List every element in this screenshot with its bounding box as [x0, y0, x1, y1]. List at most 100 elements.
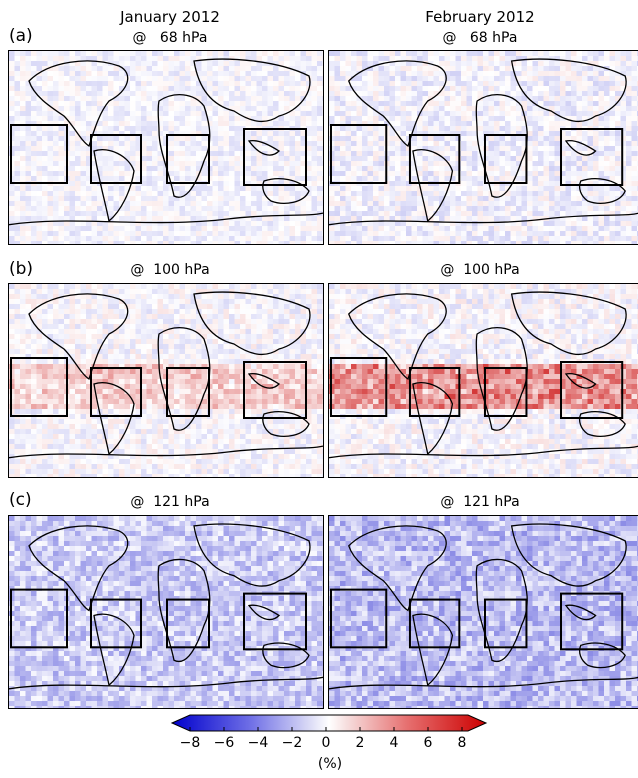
antarctica-coast — [329, 212, 638, 226]
region-box — [166, 367, 210, 417]
continent-outline — [510, 523, 627, 587]
antarctica-coast — [329, 445, 638, 459]
continent-outline — [193, 58, 311, 123]
antarctica-coast — [329, 676, 638, 690]
column-month-january: January 2012 — [120, 8, 220, 26]
continent-outline — [348, 525, 447, 612]
pressure-label-a-jan: @ 68 hPa — [132, 30, 208, 46]
map-canvas — [329, 284, 638, 477]
region-box — [408, 598, 461, 649]
antarctica-coast — [9, 676, 323, 690]
continent-outline — [93, 149, 135, 223]
continent-outline — [28, 293, 129, 380]
column-title-february: February 2012 — [390, 8, 570, 27]
continent-outline — [93, 613, 135, 687]
continent-outline — [157, 327, 211, 431]
continent-outline — [247, 373, 281, 389]
pressure-label-c-jan: @ 121 hPa — [130, 494, 210, 510]
colorbar-bar — [170, 714, 488, 732]
continent-outline — [262, 642, 310, 669]
region-box — [408, 367, 461, 417]
map-b-february — [328, 283, 638, 478]
region-box — [166, 598, 210, 649]
map-canvas — [9, 51, 323, 244]
region-box — [10, 124, 68, 184]
colorbar-tick-label: −2 — [281, 735, 303, 751]
continent-outline — [93, 382, 135, 456]
map-canvas — [9, 516, 323, 708]
continent-outline — [475, 558, 528, 663]
column-title-january: January 2012 — [80, 8, 260, 27]
colorbar-unit: (%) — [317, 756, 343, 772]
region-box — [10, 357, 68, 417]
pressure-label-c-feb: @ 121 hPa — [440, 494, 520, 510]
region-box — [90, 134, 142, 184]
region-box — [166, 134, 210, 184]
panel-label-c: (c) — [9, 490, 32, 510]
continent-outline — [412, 149, 454, 223]
colorbar-tick-label: −8 — [179, 735, 201, 751]
antarctica-coast — [9, 212, 323, 226]
continent-outline — [348, 60, 447, 147]
map-a-january — [8, 50, 324, 245]
region-box — [483, 367, 528, 417]
continent-outline — [193, 523, 311, 587]
continent-outline — [157, 94, 211, 198]
continent-outline — [262, 178, 310, 204]
colorbar-tick-label: 4 — [389, 735, 399, 751]
colorbar-tick-label: 0 — [321, 735, 331, 751]
pressure-label-a-feb: @ 68 hPa — [442, 30, 518, 46]
continent-outline — [578, 411, 626, 437]
region-box — [329, 124, 388, 184]
region-box — [329, 588, 388, 649]
region-box — [243, 592, 307, 651]
colorbar-tick-label: −4 — [247, 735, 269, 751]
continent-outline — [157, 558, 211, 663]
region-box — [408, 134, 461, 184]
continent-outline — [247, 604, 281, 621]
continent-outline — [412, 613, 454, 687]
region-box — [483, 134, 528, 184]
continent-outline — [510, 291, 627, 356]
panel-label-a: (a) — [9, 26, 33, 46]
panel-label-b: (b) — [9, 259, 34, 279]
continent-outline — [193, 291, 311, 356]
region-box — [243, 128, 307, 186]
colorbar-tick-label: −6 — [213, 735, 235, 751]
region-box — [560, 361, 624, 419]
region-box — [90, 367, 142, 417]
continent-outline — [510, 58, 627, 123]
map-b-january — [8, 283, 324, 478]
continent-outline — [564, 604, 597, 621]
map-canvas — [329, 516, 638, 708]
continent-outline — [348, 293, 447, 380]
continent-outline — [247, 140, 281, 156]
map-a-february — [328, 50, 638, 245]
map-canvas — [329, 51, 638, 244]
region-box — [243, 361, 307, 419]
continent-outline — [28, 525, 129, 612]
pressure-label-b-feb: @ 100 hPa — [440, 262, 520, 278]
colorbar — [170, 714, 488, 732]
map-c-january — [8, 515, 324, 709]
region-box — [90, 598, 142, 649]
continent-outline — [564, 373, 597, 389]
continent-outline — [475, 94, 528, 198]
region-box — [483, 598, 528, 649]
continent-outline — [578, 178, 626, 204]
region-box — [560, 592, 624, 651]
map-canvas — [9, 284, 323, 477]
antarctica-coast — [9, 445, 323, 459]
colorbar-tick-label: 8 — [457, 735, 467, 751]
map-c-february — [328, 515, 638, 709]
region-box — [10, 588, 68, 649]
continent-outline — [578, 642, 626, 669]
region-box — [560, 128, 624, 186]
continent-outline — [28, 60, 129, 147]
continent-outline — [475, 327, 528, 431]
continent-outline — [412, 382, 454, 456]
colorbar-tick-label: 2 — [355, 735, 365, 751]
colorbar-tick-label: 6 — [423, 735, 433, 751]
region-box — [329, 357, 388, 417]
column-month-february: February 2012 — [425, 8, 535, 26]
